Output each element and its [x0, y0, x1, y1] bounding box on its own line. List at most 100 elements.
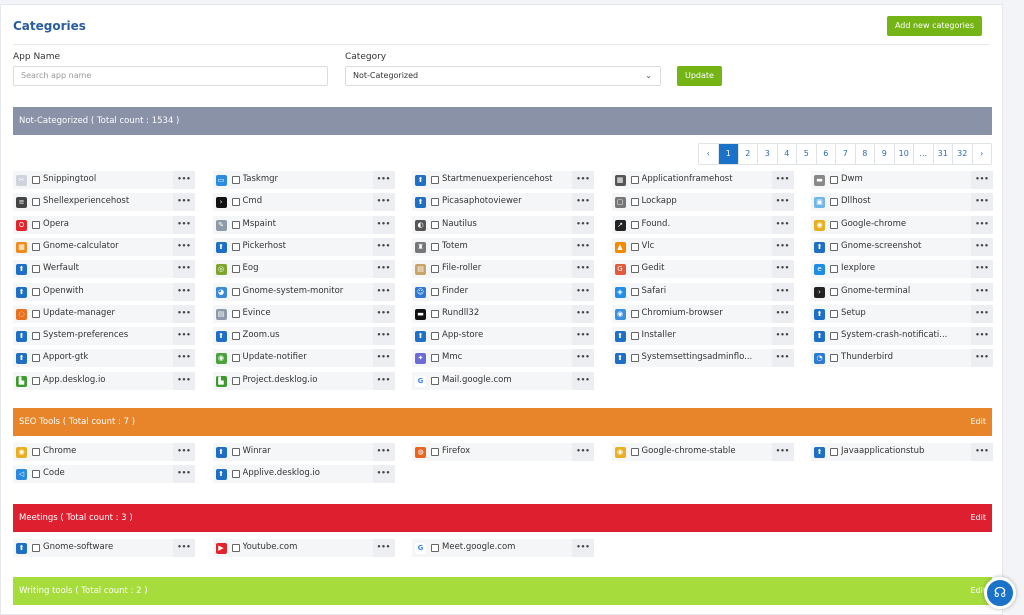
app-checkbox[interactable] [630, 176, 639, 184]
app-checkbox[interactable] [32, 265, 40, 274]
more-options-icon[interactable]: ••• [173, 539, 195, 557]
app-checkbox[interactable] [32, 220, 40, 229]
app-checkbox[interactable] [32, 332, 40, 341]
app-checkbox[interactable] [830, 309, 838, 318]
more-options-icon[interactable]: ••• [971, 193, 993, 212]
app-checkbox[interactable] [630, 309, 639, 318]
page-button[interactable]: 3 [757, 144, 777, 164]
more-options-icon[interactable]: ••• [572, 237, 594, 256]
app-checkbox[interactable] [630, 354, 639, 363]
more-options-icon[interactable]: ••• [173, 215, 195, 234]
more-options-icon[interactable]: ••• [372, 443, 395, 461]
more-options-icon[interactable]: ••• [971, 237, 993, 256]
app-checkbox[interactable] [630, 332, 639, 341]
more-options-icon[interactable]: ••• [971, 443, 993, 461]
app-checkbox[interactable] [32, 376, 40, 385]
app-checkbox[interactable] [32, 470, 40, 479]
app-checkbox[interactable] [630, 265, 639, 274]
page-button[interactable]: 7 [835, 144, 855, 164]
more-options-icon[interactable]: ••• [572, 371, 594, 390]
more-options-icon[interactable]: ••• [971, 327, 993, 346]
app-checkbox[interactable] [32, 198, 40, 207]
app-checkbox[interactable] [431, 242, 439, 251]
app-checkbox[interactable] [231, 198, 240, 207]
more-options-icon[interactable]: ••• [372, 371, 395, 390]
app-checkbox[interactable] [830, 265, 838, 274]
app-checkbox[interactable] [231, 376, 240, 385]
more-options-icon[interactable]: ••• [372, 193, 395, 212]
app-checkbox[interactable] [32, 287, 40, 296]
more-options-icon[interactable]: ••• [971, 349, 993, 368]
page-button[interactable]: 1 [718, 144, 738, 164]
more-options-icon[interactable]: ••• [572, 215, 594, 234]
app-checkbox[interactable] [231, 265, 240, 274]
more-options-icon[interactable]: ••• [971, 171, 993, 189]
more-options-icon[interactable]: ••• [572, 304, 594, 323]
page-button[interactable]: 6 [815, 144, 835, 164]
more-options-icon[interactable]: ••• [971, 282, 993, 301]
more-options-icon[interactable]: ••• [173, 193, 195, 212]
more-options-icon[interactable]: ••• [372, 282, 395, 301]
app-checkbox[interactable] [830, 332, 838, 341]
app-checkbox[interactable] [231, 176, 240, 184]
app-checkbox[interactable] [431, 265, 439, 274]
more-options-icon[interactable]: ••• [173, 327, 195, 346]
more-options-icon[interactable]: ••• [771, 237, 794, 256]
app-checkbox[interactable] [231, 242, 240, 251]
more-options-icon[interactable]: ••• [173, 443, 195, 461]
more-options-icon[interactable]: ••• [372, 171, 395, 189]
more-options-icon[interactable]: ••• [173, 171, 195, 189]
more-options-icon[interactable]: ••• [173, 260, 195, 279]
more-options-icon[interactable]: ••• [971, 260, 993, 279]
app-checkbox[interactable] [630, 448, 639, 456]
app-checkbox[interactable] [431, 332, 439, 341]
app-checkbox[interactable] [630, 242, 639, 251]
more-options-icon[interactable]: ••• [771, 260, 794, 279]
more-options-icon[interactable]: ••• [372, 260, 395, 279]
more-options-icon[interactable]: ••• [771, 215, 794, 234]
app-checkbox[interactable] [431, 198, 439, 207]
app-checkbox[interactable] [32, 544, 40, 552]
app-checkbox[interactable] [830, 242, 838, 251]
app-checkbox[interactable] [830, 198, 838, 207]
more-options-icon[interactable]: ••• [173, 465, 195, 484]
more-options-icon[interactable]: ••• [771, 304, 794, 323]
app-checkbox[interactable] [830, 448, 838, 456]
app-checkbox[interactable] [231, 448, 240, 456]
more-options-icon[interactable]: ••• [572, 349, 594, 368]
app-checkbox[interactable] [630, 287, 639, 296]
app-checkbox[interactable] [231, 309, 240, 318]
update-button[interactable]: Update [677, 66, 722, 86]
more-options-icon[interactable]: ••• [771, 349, 794, 368]
app-checkbox[interactable] [231, 220, 240, 229]
more-options-icon[interactable]: ••• [372, 237, 395, 256]
more-options-icon[interactable]: ••• [572, 327, 594, 346]
more-options-icon[interactable]: ••• [572, 443, 594, 461]
page-button[interactable]: 9 [874, 144, 894, 164]
more-options-icon[interactable]: ••• [173, 304, 195, 323]
more-options-icon[interactable]: ••• [771, 171, 794, 189]
page-button[interactable]: 10 [893, 144, 913, 164]
page-button[interactable]: 31 [932, 144, 952, 164]
edit-link[interactable]: Edit [970, 513, 987, 522]
app-name-search-input[interactable]: Search app name [13, 66, 328, 86]
headset-icon[interactable]: ☊ [984, 577, 1016, 609]
category-select[interactable]: Not-Categorized ⌄ [345, 66, 661, 86]
app-checkbox[interactable] [431, 176, 439, 184]
page-button[interactable]: 8 [854, 144, 874, 164]
more-options-icon[interactable]: ••• [372, 327, 395, 346]
app-checkbox[interactable] [32, 354, 40, 363]
page-button[interactable]: › [971, 144, 991, 164]
more-options-icon[interactable]: ••• [372, 465, 395, 484]
more-options-icon[interactable]: ••• [173, 371, 195, 390]
more-options-icon[interactable]: ••• [771, 327, 794, 346]
more-options-icon[interactable]: ••• [372, 215, 395, 234]
more-options-icon[interactable]: ••• [173, 237, 195, 256]
app-checkbox[interactable] [431, 309, 439, 318]
add-new-categories-button[interactable]: Add new categories [886, 16, 982, 36]
app-checkbox[interactable] [830, 220, 838, 229]
app-checkbox[interactable] [231, 544, 240, 552]
more-options-icon[interactable]: ••• [971, 215, 993, 234]
more-options-icon[interactable]: ••• [572, 539, 594, 557]
app-checkbox[interactable] [231, 287, 240, 296]
